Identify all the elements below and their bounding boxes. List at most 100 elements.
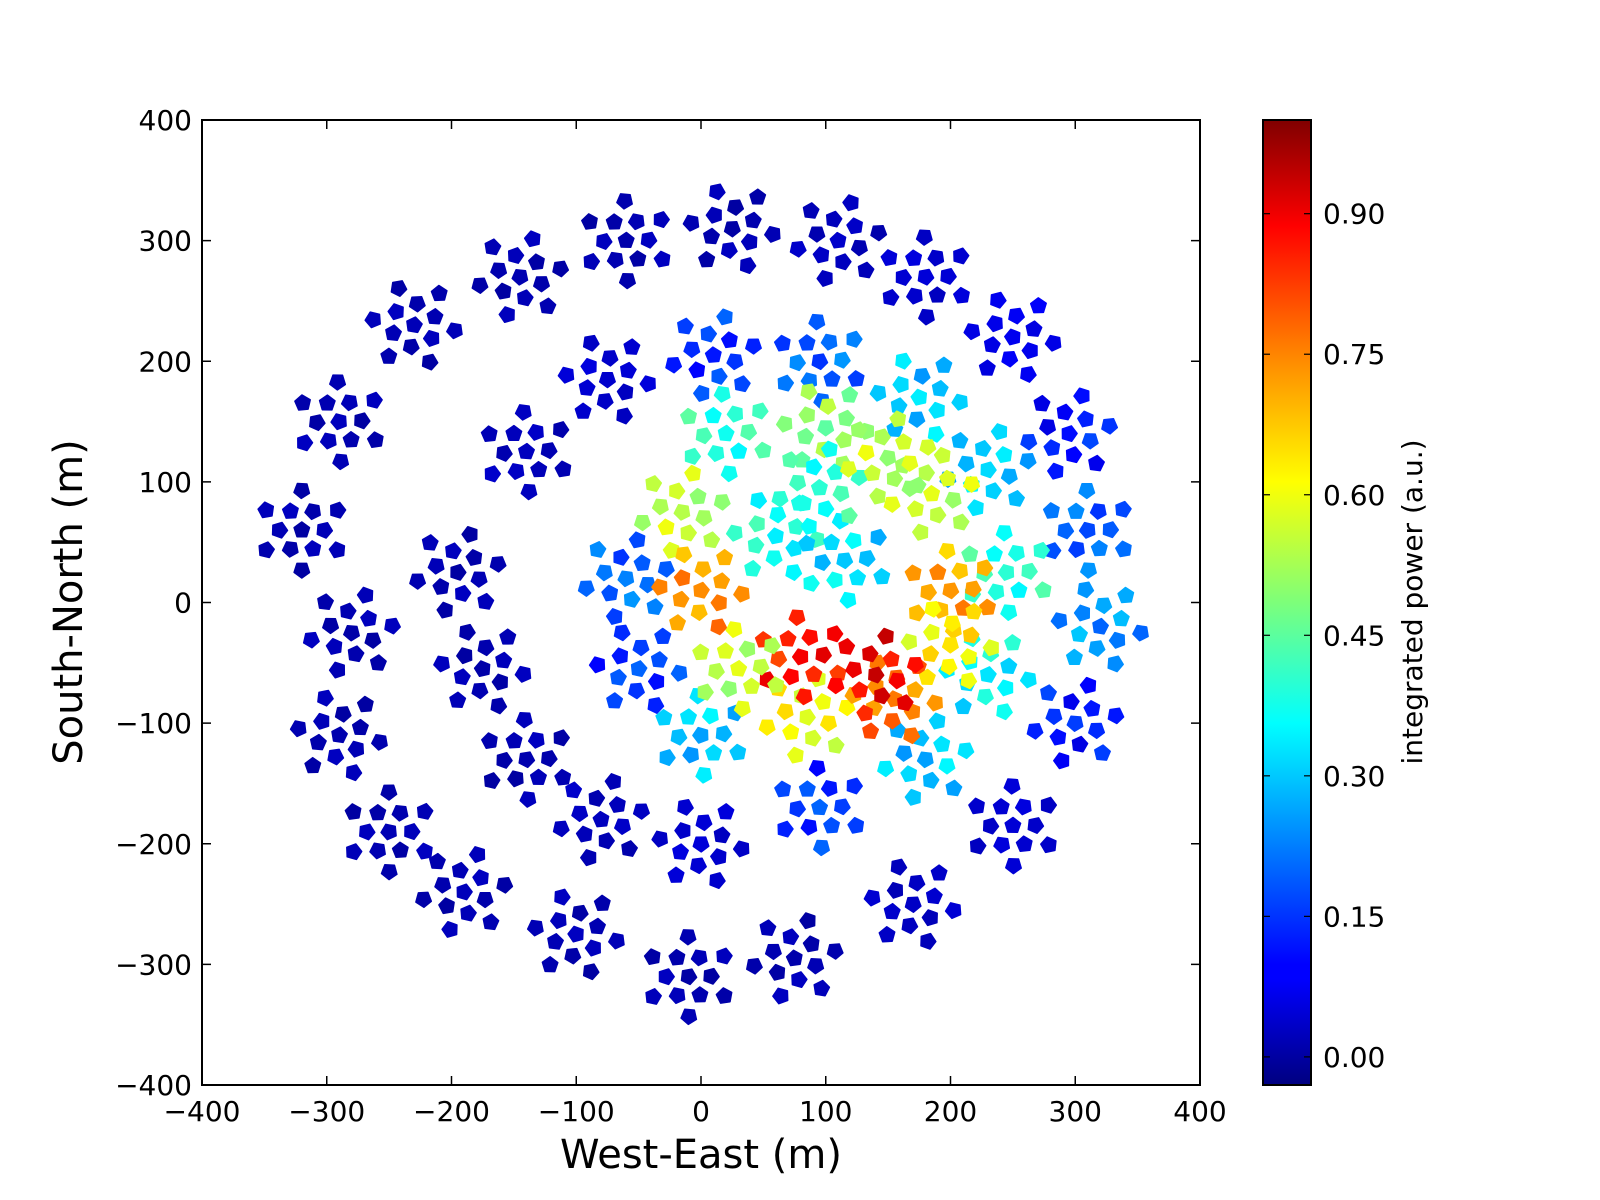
antenna-tile xyxy=(651,830,668,848)
antenna-tile xyxy=(918,464,935,482)
antenna-tile xyxy=(471,682,489,700)
antenna-tile xyxy=(672,590,690,608)
antenna-tile xyxy=(309,414,326,432)
colorbar-title: integrated power (a.u.) xyxy=(1396,439,1429,764)
antenna-tile xyxy=(669,482,686,500)
antenna-tile xyxy=(954,697,972,715)
station xyxy=(1026,676,1125,770)
antenna-tile xyxy=(798,534,816,552)
antenna-tile xyxy=(1015,835,1033,853)
antenna-tile xyxy=(835,431,852,449)
antenna-tile xyxy=(944,491,962,509)
antenna-tile xyxy=(985,545,1003,562)
antenna-tile xyxy=(850,421,868,439)
antenna-tile xyxy=(773,334,791,352)
antenna-tile xyxy=(811,798,829,816)
antenna-tile xyxy=(967,499,984,517)
antenna-tile xyxy=(919,439,937,456)
antenna-tile xyxy=(520,483,538,501)
antenna-tile xyxy=(748,515,765,533)
antenna-tile xyxy=(928,286,946,303)
station xyxy=(1050,581,1149,673)
antenna-tile xyxy=(430,284,448,302)
antenna-tile xyxy=(782,723,800,741)
station xyxy=(680,386,772,483)
antenna-tile xyxy=(820,780,838,797)
antenna-tile xyxy=(734,375,751,393)
antenna-tile xyxy=(571,805,589,823)
antenna-tile xyxy=(680,524,697,542)
antenna-tile xyxy=(325,637,343,655)
antenna-tile xyxy=(895,352,912,370)
antenna-tile xyxy=(416,842,433,860)
antenna-tile xyxy=(952,513,970,531)
antenna-tile xyxy=(1107,655,1124,673)
antenna-tile xyxy=(788,518,805,535)
antenna-tile xyxy=(700,325,718,343)
antenna-tile xyxy=(688,361,706,379)
antenna-tile xyxy=(683,341,701,358)
antenna-tile xyxy=(727,199,745,216)
antenna-tile xyxy=(409,573,427,590)
antenna-tile xyxy=(477,592,495,610)
antenna-tile xyxy=(1088,722,1106,740)
antenna-tile xyxy=(595,564,613,582)
antenna-tile xyxy=(832,485,850,503)
station xyxy=(471,230,570,324)
antenna-tile xyxy=(364,311,381,329)
antenna-tile xyxy=(1000,657,1018,675)
antenna-tile xyxy=(945,779,963,797)
antenna-tile xyxy=(657,561,675,578)
antenna-tile xyxy=(725,621,743,638)
antenna-tile xyxy=(366,431,384,449)
antenna-tile xyxy=(931,380,949,397)
antenna-tile xyxy=(844,532,862,550)
station xyxy=(552,773,650,867)
antenna-tile xyxy=(752,402,769,420)
antenna-tile xyxy=(630,660,648,678)
antenna-tile xyxy=(694,561,712,578)
antenna-tile xyxy=(552,820,570,838)
antenna-tile xyxy=(795,688,813,706)
antenna-tile xyxy=(343,625,360,642)
antenna-tile xyxy=(868,666,885,684)
station xyxy=(433,623,532,715)
antenna-tile xyxy=(835,253,852,271)
antenna-tile xyxy=(647,697,665,714)
antenna-tile xyxy=(904,788,921,806)
antenna-tile xyxy=(846,330,863,348)
antenna-tile xyxy=(281,541,299,558)
antenna-tile xyxy=(729,743,747,761)
antenna-tile xyxy=(920,932,937,950)
antenna-tile xyxy=(1077,581,1095,599)
station xyxy=(963,291,1062,383)
antenna-tile xyxy=(416,802,434,820)
antenna-tile xyxy=(820,333,838,351)
y-tick-label: 300 xyxy=(139,225,192,258)
antenna-tile xyxy=(684,464,701,482)
antenna-tile xyxy=(785,949,803,967)
antenna-tile xyxy=(369,804,387,821)
antenna-tile xyxy=(869,487,886,505)
y-axis-title: South-North (m) xyxy=(46,439,92,764)
antenna-tile xyxy=(915,229,933,246)
antenna-tile xyxy=(359,823,376,841)
antenna-tile xyxy=(1042,502,1060,519)
antenna-tile xyxy=(329,374,347,391)
antenna-tile xyxy=(933,446,951,464)
antenna-tile xyxy=(740,423,758,441)
antenna-tile xyxy=(925,887,943,905)
station xyxy=(364,280,463,371)
colorbar-tick-label: 0.15 xyxy=(1323,900,1385,933)
antenna-tile xyxy=(318,394,336,411)
antenna-tile xyxy=(682,214,700,232)
antenna-tile xyxy=(527,731,545,749)
antenna-tile xyxy=(912,523,929,541)
antenna-tile xyxy=(791,648,809,666)
antenna-tile xyxy=(354,412,371,430)
antenna-tile xyxy=(883,496,901,513)
station xyxy=(294,374,384,471)
station xyxy=(588,624,688,714)
antenna-tile xyxy=(906,656,924,674)
antenna-tile xyxy=(1021,342,1038,360)
